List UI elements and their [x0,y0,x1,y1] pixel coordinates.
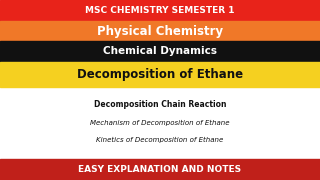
Text: EASY EXPLANATION AND NOTES: EASY EXPLANATION AND NOTES [78,165,242,174]
Bar [0,21,320,41]
Text: Decomposition of Ethane: Decomposition of Ethane [77,68,243,81]
Text: Kinetics of Decomposition of Ethane: Kinetics of Decomposition of Ethane [96,137,224,143]
Bar [0,41,320,62]
Text: MSC CHEMISTRY SEMESTER 1: MSC CHEMISTRY SEMESTER 1 [85,6,235,15]
Text: Chemical Dynamics: Chemical Dynamics [103,46,217,57]
Bar [0,0,320,21]
Text: Mechanism of Decomposition of Ethane: Mechanism of Decomposition of Ethane [90,120,230,126]
Text: Physical Chemistry: Physical Chemistry [97,25,223,38]
Bar [0,62,320,87]
Text: Decomposition Chain Reaction: Decomposition Chain Reaction [94,100,226,109]
Bar [0,159,320,180]
